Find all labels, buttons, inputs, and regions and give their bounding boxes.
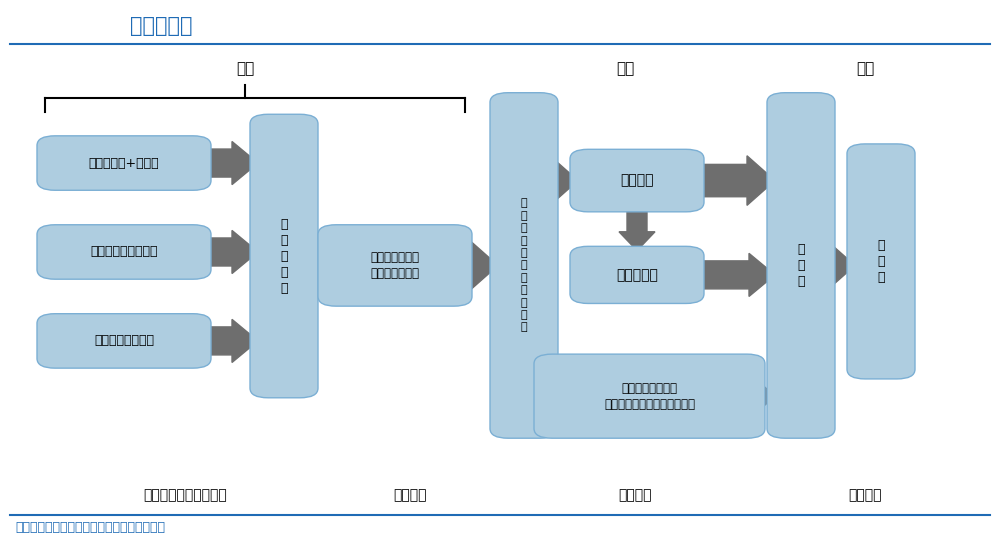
Text: 消
费
者: 消 费 者 <box>877 239 885 284</box>
FancyBboxPatch shape <box>490 93 558 438</box>
Text: 资料来源：周大生招股书，安信证券研究中心: 资料来源：周大生招股书，安信证券研究中心 <box>15 521 165 534</box>
FancyBboxPatch shape <box>570 149 704 212</box>
FancyBboxPatch shape <box>37 314 211 368</box>
FancyBboxPatch shape <box>847 144 915 379</box>
Text: 上游: 上游 <box>236 61 254 77</box>
FancyBboxPatch shape <box>534 354 765 438</box>
FancyBboxPatch shape <box>250 114 318 398</box>
Text: 中游: 中游 <box>616 61 634 77</box>
Text: 首饰批发商: 首饰批发商 <box>616 268 658 282</box>
FancyBboxPatch shape <box>570 246 704 303</box>
Text: 具
备
交
易
席
位
的
批
发
企
业: 具 备 交 易 席 位 的 批 发 企 业 <box>521 198 527 333</box>
Polygon shape <box>619 208 655 251</box>
Text: 原料开采、加工、储存: 原料开采、加工、储存 <box>143 488 227 502</box>
Polygon shape <box>747 371 775 421</box>
Text: 黄金（国产+进口）: 黄金（国产+进口） <box>89 156 159 170</box>
FancyBboxPatch shape <box>37 136 211 190</box>
FancyBboxPatch shape <box>37 225 211 279</box>
Polygon shape <box>298 231 326 281</box>
Text: 上海黄金交易所
上海钻石交易所: 上海黄金交易所 上海钻石交易所 <box>370 251 420 280</box>
Text: 原料交易: 原料交易 <box>393 488 427 502</box>
FancyBboxPatch shape <box>318 225 472 306</box>
Polygon shape <box>208 231 258 274</box>
Polygon shape <box>700 253 775 296</box>
Polygon shape <box>550 156 578 205</box>
Text: 铂金（大多数进口）: 铂金（大多数进口） <box>90 245 158 259</box>
Text: 终端零售: 终端零售 <box>848 488 882 502</box>
Text: 零
售
商: 零 售 商 <box>797 243 805 288</box>
Text: 下游: 下游 <box>856 61 874 77</box>
Polygon shape <box>468 240 498 290</box>
Polygon shape <box>700 156 775 205</box>
Text: 生产企业: 生产企业 <box>620 174 654 188</box>
Polygon shape <box>827 240 855 290</box>
Text: 钻石（全部进口）: 钻石（全部进口） <box>94 334 154 348</box>
Text: 品牌珠宝首饰企业
设计、研发、生产加工、销售: 品牌珠宝首饰企业 设计、研发、生产加工、销售 <box>604 382 695 411</box>
FancyBboxPatch shape <box>767 93 835 438</box>
Polygon shape <box>208 319 258 363</box>
Text: 珠宝产业链: 珠宝产业链 <box>130 16 192 36</box>
Text: 产品制造: 产品制造 <box>618 488 652 502</box>
Text: 原
材
料
加
工: 原 材 料 加 工 <box>280 218 288 294</box>
Polygon shape <box>208 141 258 184</box>
Polygon shape <box>506 316 542 356</box>
